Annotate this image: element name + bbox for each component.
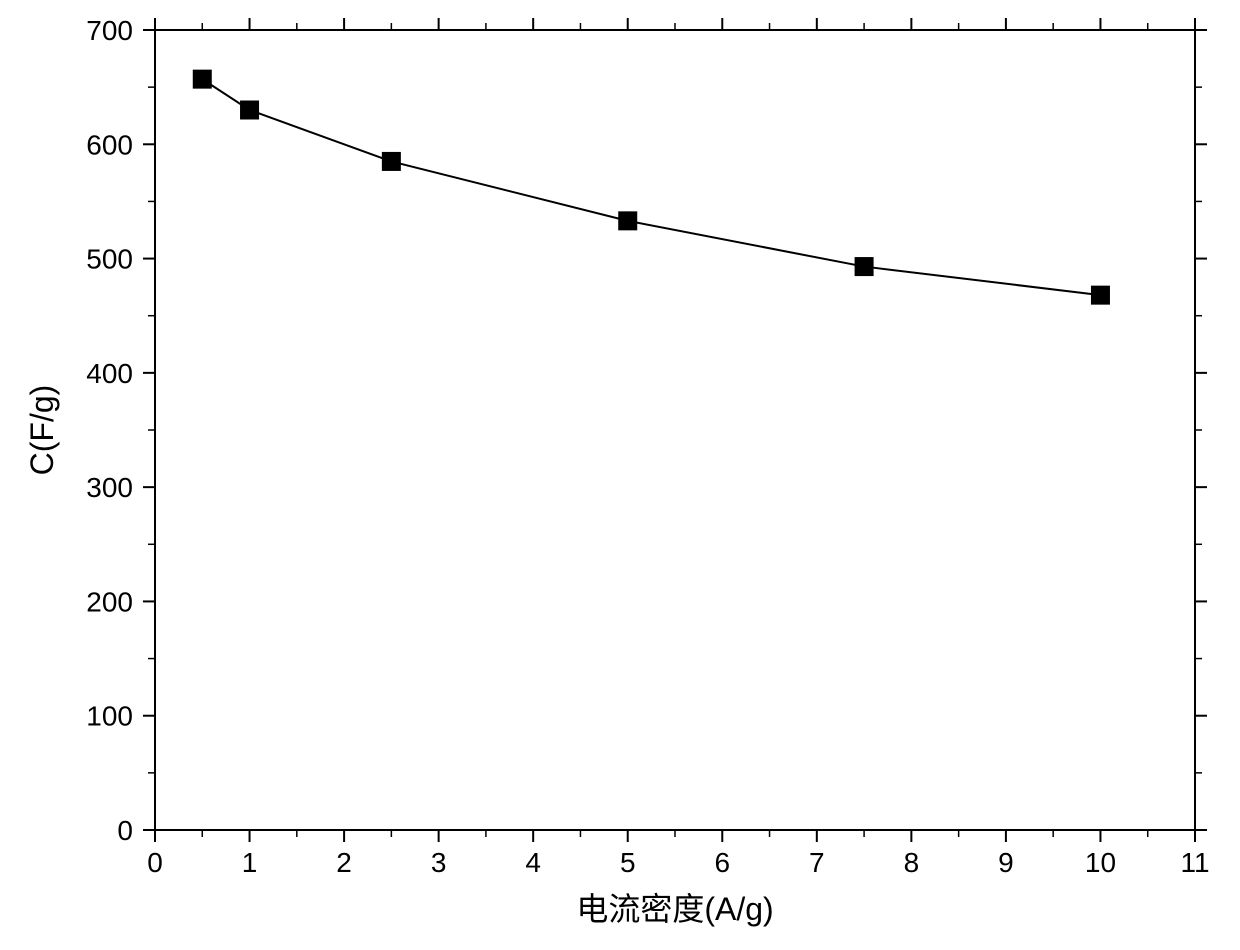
y-tick-label: 200 — [86, 586, 133, 617]
x-axis-title: 电流密度(A/g) — [576, 891, 773, 927]
y-tick-label: 400 — [86, 358, 133, 389]
y-tick-label: 700 — [86, 15, 133, 46]
x-tick-label: 10 — [1085, 847, 1116, 878]
data-marker — [1091, 286, 1109, 304]
y-tick-label: 600 — [86, 129, 133, 160]
x-tick-label: 1 — [242, 847, 258, 878]
x-tick-label: 5 — [620, 847, 636, 878]
x-tick-label: 7 — [809, 847, 825, 878]
chart-container: 0 1 2 3 4 5 6 7 8 9 10 11 0 100 200 300 400 500 600 700 电流密度… — [0, 0, 1240, 950]
y-tick-label: 300 — [86, 472, 133, 503]
y-tick-label: 100 — [86, 701, 133, 732]
x-tick-label: 4 — [525, 847, 541, 878]
plot-frame — [155, 30, 1195, 830]
data-marker — [241, 101, 259, 119]
data-line — [202, 79, 1100, 295]
y-tick-label: 500 — [86, 244, 133, 275]
data-marker — [193, 70, 211, 88]
chart-svg: 0 1 2 3 4 5 6 7 8 9 10 11 0 100 200 300 400 500 600 700 电流密度… — [0, 0, 1240, 950]
x-tick-label: 3 — [431, 847, 447, 878]
y-axis-title: C(F/g) — [24, 385, 60, 476]
x-tick-label: 9 — [998, 847, 1014, 878]
x-tick-label: 8 — [904, 847, 920, 878]
x-tick-label: 6 — [714, 847, 730, 878]
data-marker — [619, 212, 637, 230]
x-tick-label: 11 — [1180, 847, 1209, 878]
y-tick-label: 0 — [117, 815, 133, 846]
data-marker — [855, 258, 873, 276]
x-tick-label: 0 — [147, 847, 163, 878]
data-marker — [382, 152, 400, 170]
x-tick-label: 2 — [336, 847, 352, 878]
